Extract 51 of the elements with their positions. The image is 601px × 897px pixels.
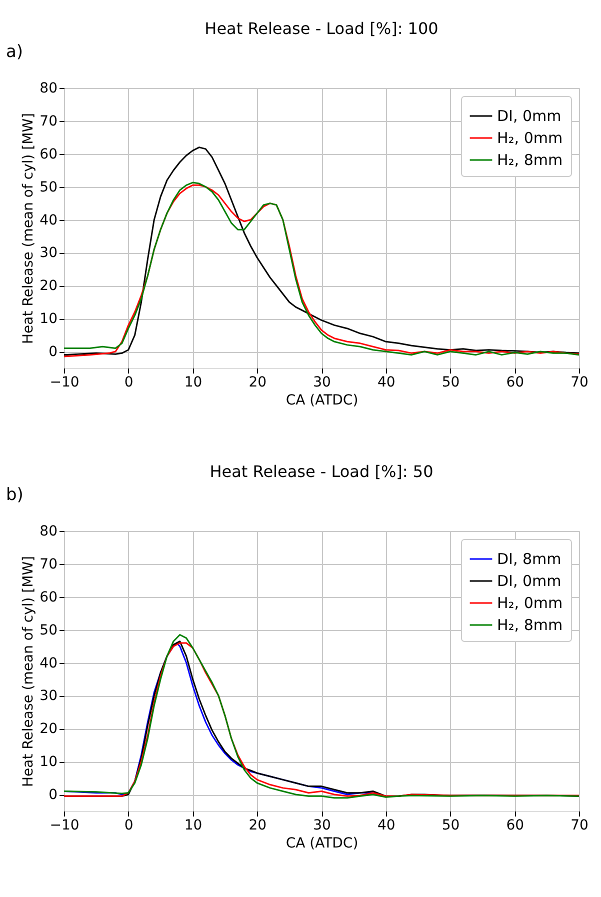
x-tick-label: 10 <box>184 818 202 834</box>
y-tick-label: 50 <box>40 622 58 638</box>
x-tick-label: 30 <box>313 374 331 390</box>
x-tick-label: 0 <box>124 818 134 834</box>
y-tick-label: 10 <box>40 311 58 328</box>
x-tick-label: 70 <box>570 374 588 390</box>
x-tick-label: 60 <box>506 374 524 390</box>
chart-title: Heat Release - Load [%]: 50 <box>210 462 434 481</box>
x-tick-label: 70 <box>570 818 588 834</box>
y-axis-title: Heat Release (mean of cyl) [MW] <box>20 556 37 787</box>
x-tick-label: −10 <box>50 818 80 834</box>
x-tick-label: 40 <box>377 818 396 834</box>
y-tick-label: 20 <box>40 278 58 294</box>
x-tick-label: 50 <box>442 818 460 834</box>
y-tick-label: 0 <box>48 344 58 360</box>
legend-label: DI, 8mm <box>497 550 562 568</box>
x-tick-label: 20 <box>248 374 267 390</box>
y-tick-label: 60 <box>40 589 58 606</box>
x-axis-title: CA (ATDC) <box>286 392 358 408</box>
x-tick-label: 40 <box>377 374 396 390</box>
y-tick-label: 10 <box>40 754 58 770</box>
y-tick-label: 30 <box>40 245 58 262</box>
y-tick-label: 80 <box>40 524 58 540</box>
x-tick-label: 60 <box>506 818 524 834</box>
text: b) <box>6 485 24 505</box>
x-tick-label: 30 <box>313 818 331 834</box>
x-tick-label: 10 <box>184 374 202 390</box>
x-tick-label: 0 <box>124 374 134 390</box>
y-tick-label: 40 <box>40 655 58 672</box>
y-axis-title: Heat Release (mean of cyl) [MW] <box>20 113 37 344</box>
y-tick-label: 50 <box>40 179 58 196</box>
y-tick-label: 70 <box>40 556 58 572</box>
y-tick-label: 20 <box>40 721 58 738</box>
y-tick-label: 30 <box>40 688 58 704</box>
x-axis-title: CA (ATDC) <box>286 836 358 852</box>
legend-label: H₂, 0mm <box>497 129 563 147</box>
legend-label: DI, 0mm <box>497 107 562 125</box>
x-tick-label: −10 <box>50 374 80 390</box>
y-tick-label: 40 <box>40 212 58 228</box>
x-tick-label: 20 <box>248 818 267 834</box>
y-tick-label: 60 <box>40 146 58 162</box>
y-tick-label: 0 <box>48 787 58 804</box>
text: a) <box>6 42 24 62</box>
legend-label: H₂, 8mm <box>497 616 563 634</box>
legend-label: H₂, 8mm <box>497 151 563 169</box>
y-tick-label: 80 <box>40 80 58 96</box>
x-tick-label: 50 <box>442 374 460 390</box>
legend-label: DI, 0mm <box>497 572 562 590</box>
y-tick-label: 70 <box>40 113 58 130</box>
legend-label: H₂, 0mm <box>497 594 563 612</box>
chart-title: Heat Release - Load [%]: 100 <box>204 19 438 38</box>
